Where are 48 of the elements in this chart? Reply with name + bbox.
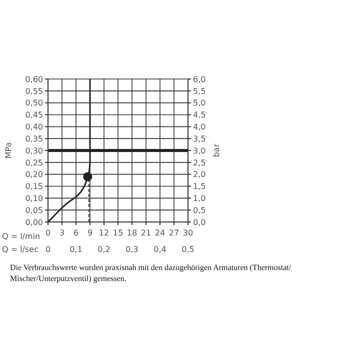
- y2-tick-label: 1,5: [193, 182, 206, 192]
- x2-axis-title: Q = l/sec: [2, 245, 38, 254]
- x2-tick-label: 0,4: [152, 245, 168, 254]
- y-tick-label: 0,15: [25, 182, 43, 192]
- y2-tick-label: 4,5: [193, 110, 206, 120]
- y-tick-label: 0,00: [25, 218, 43, 227]
- y2-tick-label: 3,5: [193, 134, 206, 144]
- y2-tick-label: 1,0: [193, 194, 206, 204]
- y-tick-label: 0,45: [25, 110, 43, 120]
- y-tick-label: 0,25: [25, 158, 43, 168]
- y2-tick-label: 5,5: [193, 86, 206, 96]
- x-tick-label: 21: [140, 228, 152, 238]
- x-tick-label: 12: [98, 228, 110, 238]
- x-tick-label: 30: [182, 228, 194, 238]
- x-axis-title: Q = l/min: [2, 232, 40, 241]
- y2-tick-label: 4,0: [193, 122, 206, 132]
- y-axis-title: MPa: [4, 142, 13, 159]
- y-tick-label: 0,05: [25, 206, 43, 215]
- x2-tick-label: 0,5: [180, 245, 196, 254]
- x-tick-label: 9: [87, 228, 93, 238]
- y-tick-label: 0,20: [25, 170, 43, 180]
- y-tick-label: 0,35: [25, 134, 43, 144]
- x-tick-label: 15: [112, 228, 124, 238]
- y2-tick-label: 0,0: [193, 218, 206, 227]
- x-tick-label: 18: [126, 228, 138, 238]
- y2-tick-label: 2,5: [193, 158, 206, 168]
- y-tick-label: 0,55: [25, 86, 43, 96]
- x2-tick-label: 0,1: [68, 245, 84, 254]
- x-tick-label: 3: [59, 228, 65, 238]
- x-tick-label: 6: [73, 228, 79, 238]
- y2-axis-title: bar: [212, 143, 221, 158]
- x2-tick-label: 0,2: [96, 245, 112, 254]
- x-tick-label: 24: [154, 228, 166, 238]
- y2-tick-label: 6,0: [193, 74, 206, 84]
- y-tick-label: 0,60: [25, 74, 43, 84]
- y2-tick-label: 5,0: [193, 98, 206, 108]
- x2-tick-label: 0,3: [124, 245, 140, 254]
- x-tick-label: 27: [168, 228, 180, 238]
- y2-tick-label: 3,0: [193, 146, 206, 156]
- y-tick-label: 0,50: [25, 98, 43, 108]
- x2-tick-label: 0: [45, 245, 51, 254]
- y-tick-label: 0,40: [25, 122, 43, 132]
- y-tick-label: 0,30: [25, 146, 43, 156]
- y-tick-label: 0,10: [25, 194, 43, 204]
- x-tick-label: 0: [45, 228, 51, 238]
- text: Die Verbrauchswerte wurden praxisnah mit den dazugehörigen Armaturen (Thermostat/ Mischer/Unterputzventil) gemessen.: [10, 262, 292, 284]
- y2-tick-label: 2,0: [193, 170, 206, 180]
- y2-tick-label: 0,5: [193, 206, 206, 215]
